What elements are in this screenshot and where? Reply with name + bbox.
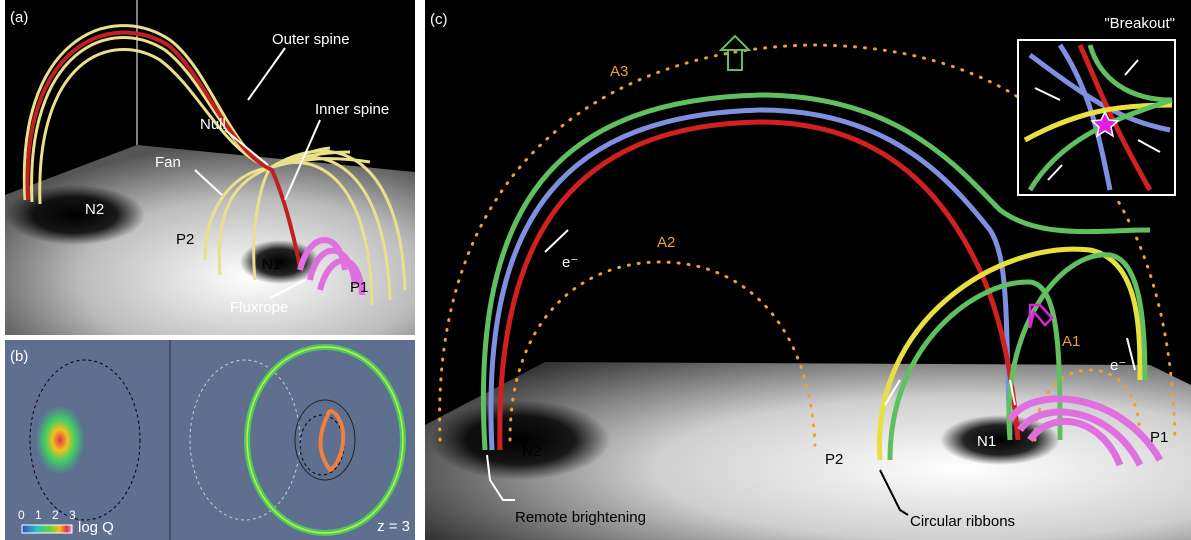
callout: Circular ribbons <box>910 513 1015 530</box>
electron-label: e⁻ <box>562 254 578 271</box>
annotation: N2 <box>85 201 104 218</box>
annotation: N1 <box>262 256 281 273</box>
annotation: Inner spine <box>315 101 389 118</box>
colorbar-tick: 0 <box>18 508 25 522</box>
electron-label: e⁻ <box>1110 357 1126 374</box>
annotation: Null <box>200 116 226 133</box>
polarity-label: P2 <box>825 451 843 468</box>
panel-label: (c) <box>430 11 448 28</box>
inset: "Breakout" <box>1018 15 1175 195</box>
annotation: P1 <box>350 279 368 296</box>
colorbar-tick: 2 <box>52 508 59 522</box>
colorbar-label: log Q <box>78 519 114 536</box>
inset-title: "Breakout" <box>1104 15 1175 32</box>
arc-label: A3 <box>610 63 628 80</box>
panel-a: (a) Outer spine Null Inner spine Fan N2 … <box>5 0 415 335</box>
annotation: P2 <box>176 231 194 248</box>
polarity-label: N1 <box>977 433 996 450</box>
panel-c: "Breakout" (c) A3 A2 A1 e⁻ e⁻ N2 P2 N1 P… <box>425 0 1191 540</box>
annotation: Outer spine <box>272 31 350 48</box>
arc-label: A1 <box>1062 333 1080 350</box>
colorbar-tick: 1 <box>35 508 42 522</box>
arc-label: A2 <box>657 234 675 251</box>
colorbar-tick: 3 <box>69 508 76 522</box>
height-label: z = 3 <box>377 518 410 535</box>
callout: Remote brightening <box>515 509 646 526</box>
polarity-label: N2 <box>522 443 541 460</box>
panel-label: (a) <box>10 9 28 26</box>
annotation: Fan <box>155 154 181 171</box>
annotation: Fluxrope <box>230 299 288 316</box>
panel-b: (b) 0 1 2 3 log Q z = 3 <box>5 340 415 540</box>
figure: (a) Outer spine Null Inner spine Fan N2 … <box>0 0 1191 540</box>
panel-label: (b) <box>10 348 28 365</box>
polarity-label: P1 <box>1150 429 1168 446</box>
